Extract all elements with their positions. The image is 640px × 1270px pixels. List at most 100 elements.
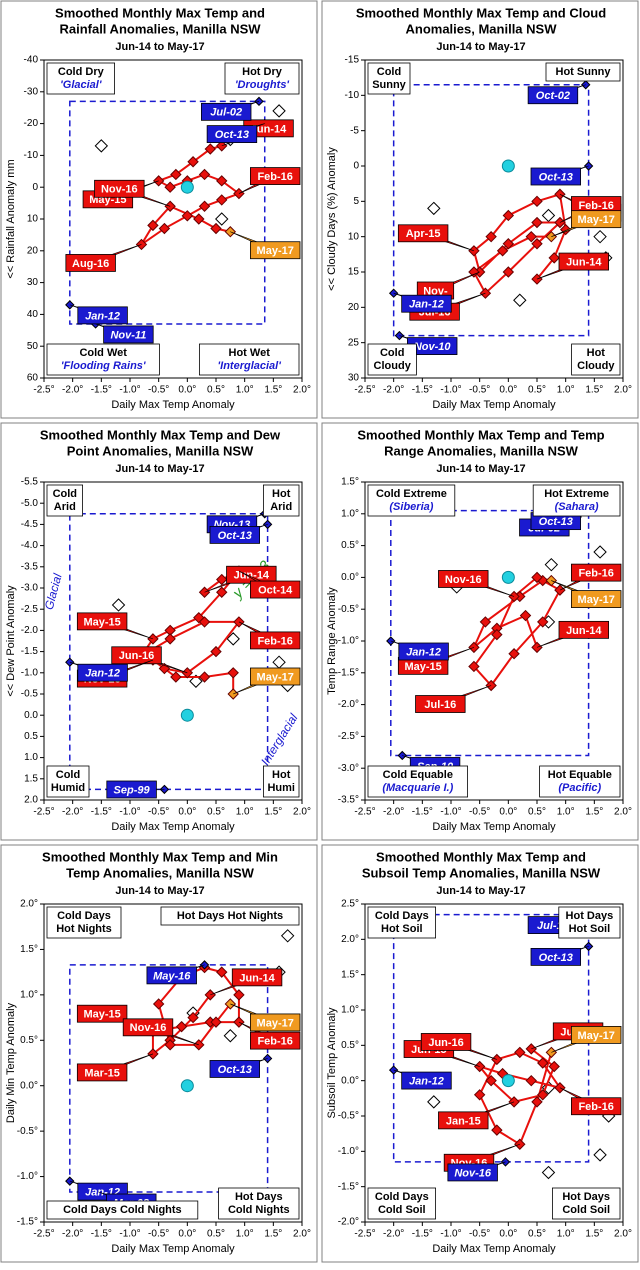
y-tick-label: -2.0° xyxy=(338,699,359,710)
x-axis-label: Daily Max Temp Anomaly xyxy=(432,399,556,411)
x-tick-label: -2.0° xyxy=(383,807,404,818)
callout-label: May-15 xyxy=(404,661,441,673)
chart-title: Smoothed Monthly Max Temp and Temp xyxy=(357,427,604,442)
y-tick-label: 0.5° xyxy=(341,1040,359,1051)
y-tick-label: 60 xyxy=(27,373,39,384)
x-tick-label: 1.5° xyxy=(264,807,282,818)
x-tick-label: -1.0° xyxy=(440,385,461,396)
y-tick-label: -0.5° xyxy=(338,604,359,615)
y-tick-label: -10 xyxy=(345,90,360,101)
y-tick-label: -4.5 xyxy=(21,519,39,530)
quadrant-label: Humi xyxy=(267,782,295,794)
chart-title: Anomalies, Manilla NSW xyxy=(406,21,558,36)
x-tick-label: -2.5° xyxy=(33,385,54,396)
x-tick-label: 0.5° xyxy=(528,807,546,818)
x-tick-label: -1.0° xyxy=(440,807,461,818)
y-tick-label: 0 xyxy=(32,182,38,193)
callout-label: Feb-16 xyxy=(257,1036,292,1048)
x-tick-label: 1.5° xyxy=(264,1229,282,1240)
x-tick-label: 1.5° xyxy=(264,385,282,396)
y-axis-label: Daily Min Temp Anomaly xyxy=(5,1002,17,1123)
y-tick-label: -2.0° xyxy=(338,1217,359,1228)
callout-label: Jan-12 xyxy=(85,310,120,322)
x-tick-label: -1.5° xyxy=(412,807,433,818)
callout-label: Sep-99 xyxy=(114,784,151,796)
y-tick-label: 0.0° xyxy=(341,1075,359,1086)
callout-label: Feb-16 xyxy=(578,200,613,212)
callout-label: Nov-16 xyxy=(454,1167,492,1179)
y-tick-label: 10 xyxy=(27,214,39,225)
y-tick-label: -15 xyxy=(345,55,360,66)
x-tick-label: 2.0° xyxy=(293,1229,311,1240)
callout-label: Jun-16 xyxy=(428,1037,463,1049)
y-tick-label: 15 xyxy=(348,267,360,278)
x-axis-label: Daily Max Temp Anomaly xyxy=(111,399,235,411)
callout-label: May-17 xyxy=(578,214,615,226)
y-tick-label: 2.5° xyxy=(341,899,359,910)
chart-title: Range Anomalies, Manilla NSW xyxy=(384,443,579,458)
callout-label: Jun-16 xyxy=(119,650,154,662)
callout-label: Jan-12 xyxy=(409,299,444,311)
y-tick-label: 0.0° xyxy=(20,1080,38,1091)
quadrant-label: Hot Days xyxy=(566,910,614,922)
y-axis-label: << Rainfall Anomaly mm xyxy=(5,159,17,278)
y-tick-label: -30 xyxy=(24,86,39,97)
quadrant-label: 'Flooding Rains' xyxy=(61,360,146,372)
callout-label: May-15 xyxy=(83,616,120,628)
y-tick-label: 2.0 xyxy=(24,795,38,806)
x-axis-label: Daily Max Temp Anomaly xyxy=(432,1243,556,1255)
y-axis-label: Temp Range Anomaly xyxy=(326,587,338,695)
chart-subtitle: Jun-14 to May-17 xyxy=(436,885,525,897)
y-tick-label: -1.5° xyxy=(338,1181,359,1192)
y-tick-label: 0.5° xyxy=(20,1035,38,1046)
x-tick-label: 1.0° xyxy=(557,807,575,818)
quadrant-label: (Macquarie I.) xyxy=(382,782,453,794)
chart-title: Smoothed Monthly Max Temp and Dew xyxy=(40,427,281,442)
chart-subtitle: Jun-14 to May-17 xyxy=(436,463,525,475)
callout-label: Mar-15 xyxy=(84,1067,119,1079)
callout-label: May-17 xyxy=(257,671,294,683)
callout-label: May-17 xyxy=(257,245,294,257)
quadrant-label: Cold Days xyxy=(375,1191,429,1203)
callout-label: Jun-14 xyxy=(566,625,602,637)
x-tick-label: 0.5° xyxy=(207,385,225,396)
quadrant-label: Cold Days xyxy=(57,910,111,922)
x-axis-label: Daily Max Temp Anomaly xyxy=(111,821,235,833)
mean-point xyxy=(502,1075,514,1087)
quadrant-label: (Sahara) xyxy=(555,501,599,513)
quadrant-label: Cold Soil xyxy=(562,1204,610,1216)
mean-point xyxy=(181,709,193,721)
quadrant-label: Humid xyxy=(51,782,85,794)
callout-label: Oct-13 xyxy=(215,129,249,141)
quadrant-label: Cold Wet xyxy=(79,347,127,359)
x-tick-label: 0.0° xyxy=(178,385,196,396)
y-tick-label: -3.5 xyxy=(21,561,39,572)
y-tick-label: -5.0 xyxy=(21,498,39,509)
x-tick-label: -2.5° xyxy=(354,385,375,396)
quadrant-label: Hot Days xyxy=(235,1191,283,1203)
x-tick-label: 1.5° xyxy=(585,1229,603,1240)
x-tick-label: -1.0° xyxy=(119,807,140,818)
y-tick-label: 20 xyxy=(348,302,360,313)
x-tick-label: 0.0° xyxy=(499,1229,517,1240)
chart-subtitle: Jun-14 to May-17 xyxy=(115,41,204,53)
y-tick-label: -1.5° xyxy=(338,667,359,678)
callout-label: Feb-16 xyxy=(257,171,292,183)
chart-subtitle: Jun-14 to May-17 xyxy=(115,463,204,475)
x-tick-label: -1.0° xyxy=(119,1229,140,1240)
y-axis-label: Subsoil Temp Anomaly xyxy=(326,1007,338,1119)
x-tick-label: 2.0° xyxy=(614,1229,632,1240)
quadrant-label: Hot Nights xyxy=(56,923,112,935)
y-tick-label: 10 xyxy=(348,231,360,242)
chart-title: Rainfall Anomalies, Manilla NSW xyxy=(59,21,261,36)
callout-label: Jul-02 xyxy=(210,107,242,119)
callout-label: May-17 xyxy=(257,1017,294,1029)
x-tick-label: 1.0° xyxy=(557,1229,575,1240)
y-tick-label: 25 xyxy=(348,337,360,348)
chart-title: Smoothed Monthly Max Temp and Min xyxy=(42,849,278,864)
x-tick-label: -0.5° xyxy=(148,1229,169,1240)
y-tick-label: -2.0 xyxy=(21,625,39,636)
x-tick-label: -0.5° xyxy=(469,807,490,818)
callout-label: Aug-16 xyxy=(72,258,109,270)
